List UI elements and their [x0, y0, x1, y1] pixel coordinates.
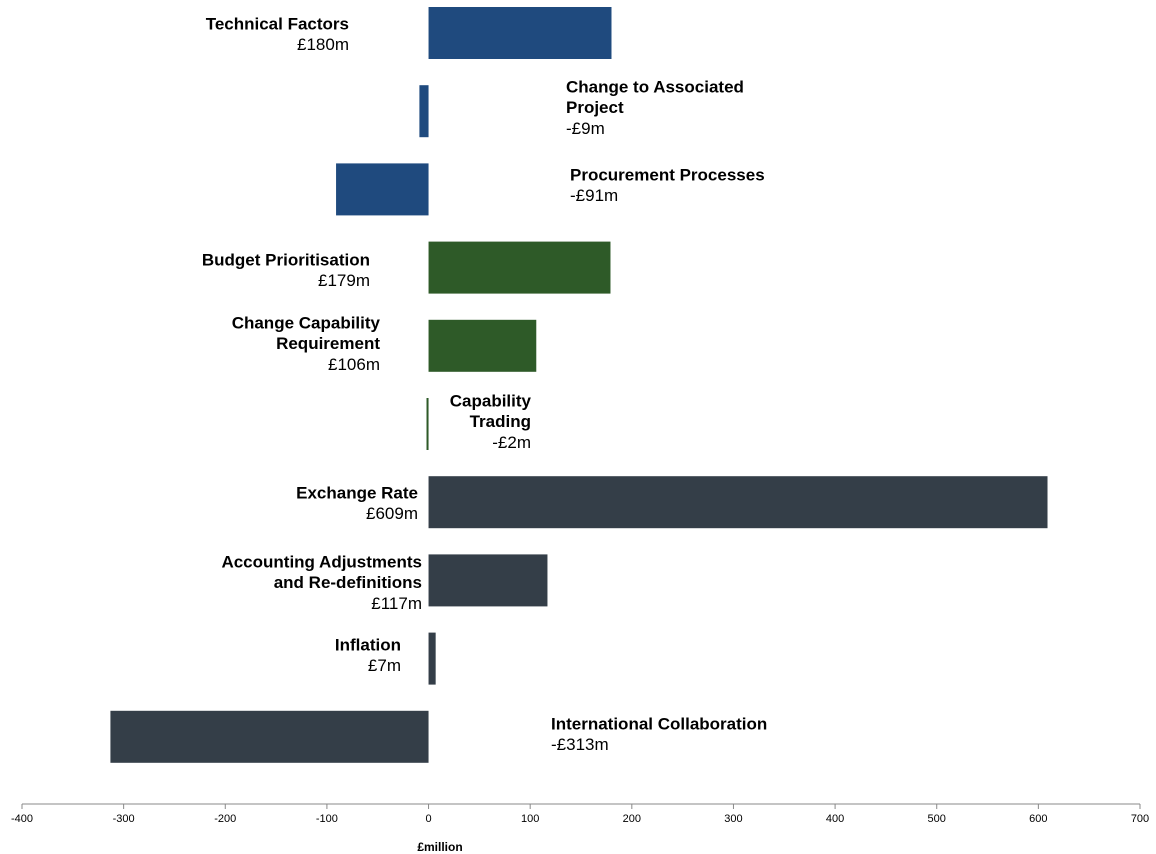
bar [428, 7, 612, 59]
x-tick-label: 0 [425, 813, 431, 825]
x-tick-label: -400 [11, 813, 33, 825]
category-label: Change to Associated [566, 77, 744, 96]
x-tick-label: 200 [623, 813, 641, 825]
x-tick-label: 500 [928, 813, 946, 825]
category-label: Inflation [335, 635, 401, 654]
bar [426, 398, 429, 450]
category-label: Capability [450, 391, 532, 410]
bar [428, 476, 1048, 529]
category-label: Requirement [276, 334, 380, 353]
x-tick-label: 400 [826, 813, 844, 825]
bar [428, 554, 548, 607]
value-label: -£313m [551, 735, 609, 754]
x-tick-label: 700 [1131, 813, 1149, 825]
value-label: £117m [371, 594, 422, 613]
category-label: International Collaboration [551, 714, 767, 733]
value-label: £106m [328, 355, 380, 374]
x-axis-label: £million [417, 840, 462, 854]
category-label: Trading [470, 412, 531, 431]
value-label: £609m [366, 504, 418, 523]
category-label: Change Capability [232, 313, 381, 332]
category-label: and Re-definitions [274, 573, 422, 592]
bar [428, 632, 436, 685]
bar [336, 163, 429, 216]
x-tick-label: 300 [724, 813, 742, 825]
x-tick-label: 600 [1029, 813, 1047, 825]
bar [419, 85, 429, 138]
category-label: Technical Factors [206, 14, 349, 33]
bar [110, 710, 429, 763]
category-label: Exchange Rate [296, 483, 418, 502]
category-label: Procurement Processes [570, 165, 765, 184]
value-label: £179m [318, 271, 370, 290]
value-label: -£9m [566, 119, 605, 138]
category-label: Accounting Adjustments [221, 552, 422, 571]
x-tick-label: -200 [214, 813, 236, 825]
value-label: -£2m [492, 433, 531, 452]
value-label: £180m [297, 35, 349, 54]
value-label: -£91m [570, 186, 618, 205]
value-label: £7m [368, 656, 401, 675]
bar [428, 241, 611, 294]
x-tick-label: 100 [521, 813, 539, 825]
category-label: Budget Prioritisation [202, 250, 370, 269]
x-tick-label: -300 [113, 813, 135, 825]
category-label: Project [566, 98, 624, 117]
bar [428, 319, 537, 372]
x-tick-label: -100 [316, 813, 338, 825]
